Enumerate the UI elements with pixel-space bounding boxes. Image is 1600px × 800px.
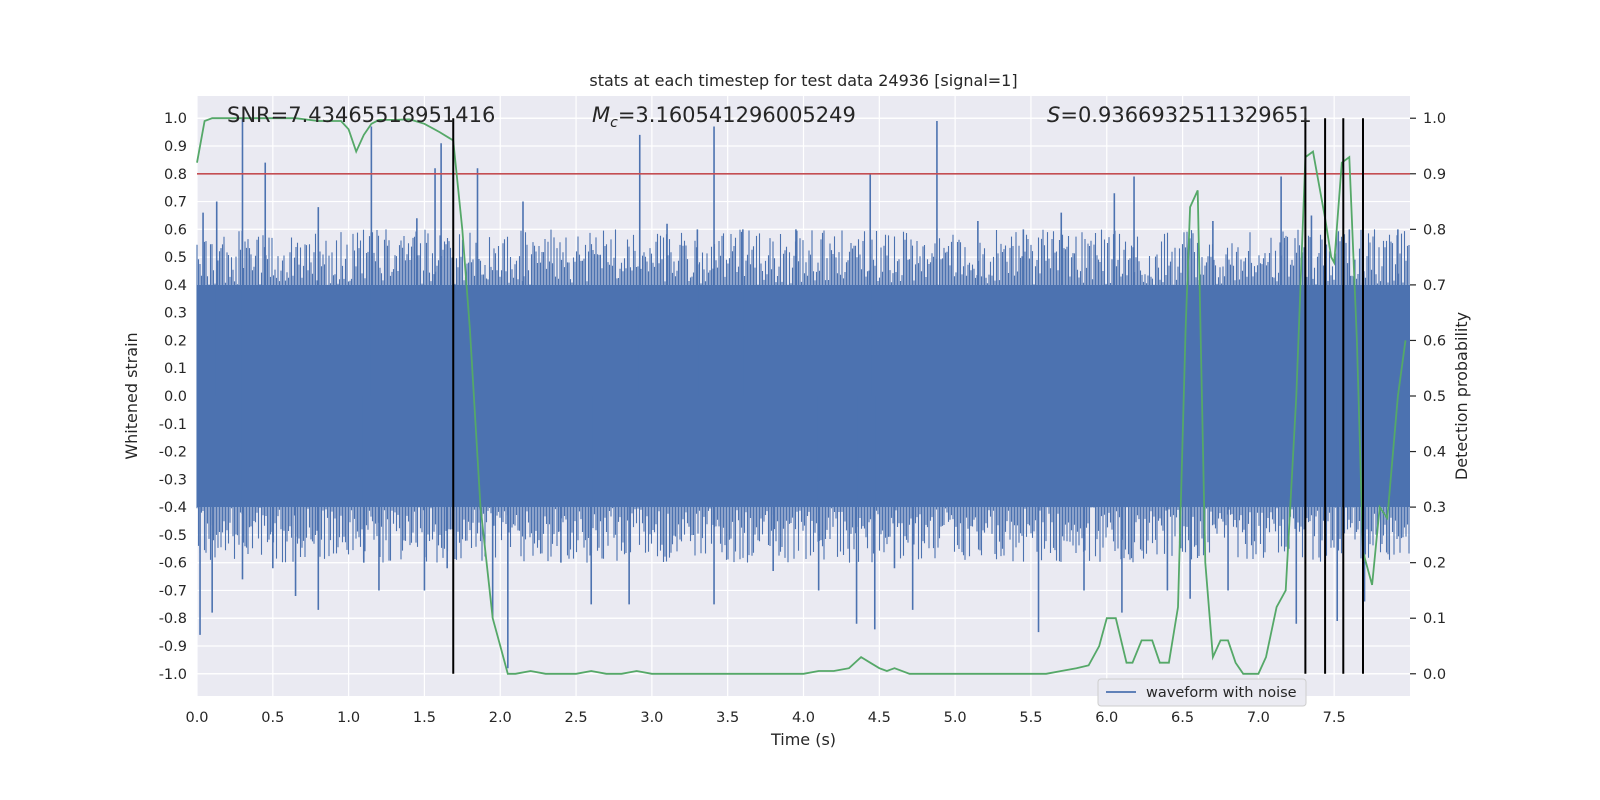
vertical-markers [452, 118, 1364, 674]
y-tick-label: -1.0 [159, 667, 187, 683]
y2-axis-label: Detection probability [1452, 312, 1471, 480]
y-tick-label: -0.9 [159, 639, 187, 655]
y2-tick-label: 0.7 [1423, 278, 1446, 294]
y-tick-label: 1.0 [164, 111, 187, 127]
y-tick-label: -0.5 [159, 528, 187, 544]
y-tick-label: 0.4 [164, 278, 187, 294]
axis-ticks: 0.0 0.5 1.0 1.5 2.0 2.5 3.0 3.5 4.0 4.5 5.0 5.5 6.0 6… [159, 111, 1446, 726]
chirp-mass-symbol: M [592, 103, 610, 127]
y-axis-label: Whitened strain [122, 332, 141, 459]
y-tick-label: -0.8 [159, 611, 187, 627]
y2-tick-label: 0.6 [1423, 333, 1446, 349]
legend-label: waveform with noise [1146, 685, 1297, 701]
x-tick-label: 0.5 [261, 710, 284, 726]
y-tick-label: 0.6 [164, 222, 187, 238]
y-tick-label: -0.1 [159, 417, 187, 433]
y2-tick-label: 1.0 [1423, 111, 1446, 127]
x-tick-label: 2.5 [565, 710, 588, 726]
chart-title: stats at each timestep for test data 249… [589, 71, 1017, 90]
s-annotation: S=0.9366932511329651 [1047, 103, 1312, 127]
x-tick-label: 5.5 [1019, 710, 1042, 726]
y-tick-label: 0.5 [164, 250, 187, 266]
x-tick-label: 1.0 [337, 710, 360, 726]
y-tick-label: -0.3 [159, 472, 187, 488]
x-tick-label: 4.0 [792, 710, 815, 726]
y-tick-label: -0.2 [159, 445, 187, 461]
y-tick-label: 0.3 [164, 306, 187, 322]
x-tick-label: 1.5 [413, 710, 436, 726]
x-tick-label: 3.0 [640, 710, 663, 726]
y-tick-label: -0.6 [159, 556, 187, 572]
y2-tick-label: 0.1 [1423, 611, 1446, 627]
s-value: =0.9366932511329651 [1060, 103, 1311, 127]
x-axis-label: Time (s) [770, 730, 836, 749]
chirp-mass-subscript: c [610, 115, 618, 131]
x-tick-label: 4.5 [868, 710, 891, 726]
y-tick-label: 0.7 [164, 195, 187, 211]
snr-annotation: SNR=7.43465518951416 [227, 103, 495, 127]
y2-tick-label: 0.5 [1423, 389, 1446, 405]
y-tick-label: 0.2 [164, 333, 187, 349]
x-tick-label: 6.5 [1171, 710, 1194, 726]
waveform-series [196, 118, 1410, 669]
y-tick-label: -0.7 [159, 583, 187, 599]
y-tick-label: 0.9 [164, 139, 187, 155]
y2-tick-label: 0.4 [1423, 445, 1446, 461]
x-tick-label: 0.0 [185, 710, 208, 726]
chirp-mass-value: =3.160541296005249 [618, 103, 856, 127]
y-tick-label: 0.1 [164, 361, 187, 377]
x-tick-label: 7.0 [1247, 710, 1270, 726]
detection-probability-line [196, 117, 1407, 675]
x-tick-label: 2.0 [489, 710, 512, 726]
y2-tick-label: 0.0 [1423, 667, 1446, 683]
legend-box [1097, 678, 1307, 707]
x-tick-label: 7.5 [1323, 710, 1346, 726]
y-tick-label: 0.0 [164, 389, 187, 405]
y-tick-label: 0.8 [164, 167, 187, 183]
detection-probability-series [196, 117, 1407, 675]
x-tick-label: 3.5 [716, 710, 739, 726]
y-tick-label: -0.4 [159, 500, 187, 516]
x-tick-label: 6.0 [1095, 710, 1118, 726]
y2-tick-label: 0.9 [1423, 167, 1446, 183]
s-symbol: S [1047, 103, 1060, 127]
chirp-mass-annotation: Mc=3.160541296005249 [592, 103, 856, 131]
y2-tick-label: 0.8 [1423, 222, 1446, 238]
y2-tick-label: 0.2 [1423, 556, 1446, 572]
y2-tick-label: 0.3 [1423, 500, 1446, 516]
legend: waveform with noise [1097, 678, 1307, 707]
x-tick-label: 5.0 [944, 710, 967, 726]
